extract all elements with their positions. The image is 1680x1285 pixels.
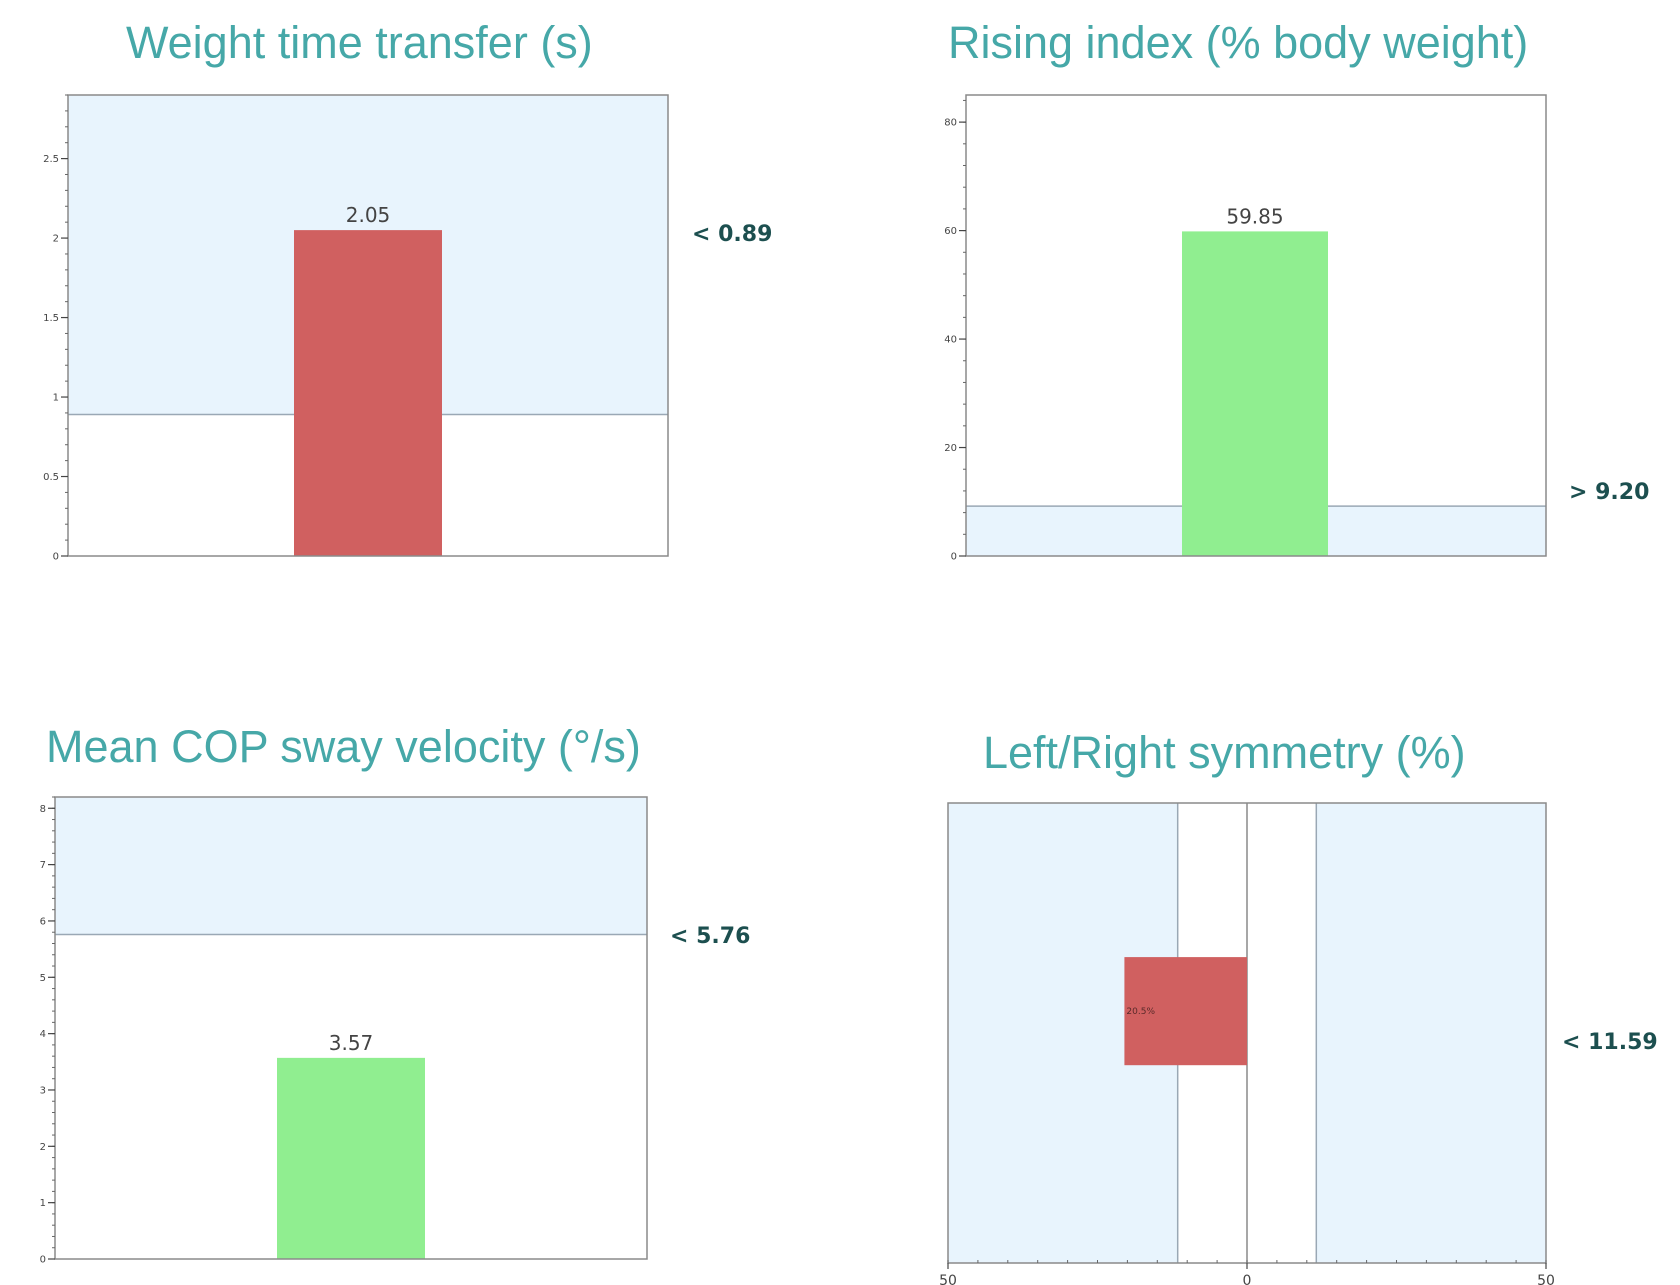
chart-1-y-tick-label: 1.5	[43, 313, 59, 324]
chart-1-y-tick-label: 0	[53, 552, 59, 563]
chart-3-y-tick-label: 5	[40, 973, 46, 984]
chart-2-value-label: 59.85	[1226, 204, 1283, 228]
chart-4-x-tick-label: 50	[939, 1273, 957, 1285]
chart-4-band-right	[1316, 803, 1546, 1263]
chart-3-y-tick-label: 7	[40, 860, 46, 871]
chart-2-frame	[965, 94, 1547, 557]
chart-3-y-tick-label: 6	[40, 916, 46, 927]
chart-3-y-tick-label: 0	[40, 1255, 46, 1266]
chart-3-bar	[277, 1057, 425, 1259]
chart-4-x-tick-label: 0	[1243, 1273, 1252, 1285]
chart-1-y-tick-label: 0.5	[43, 472, 59, 483]
chart-4-bar	[1124, 957, 1247, 1066]
chart-1-title: Weight time transfer (s)	[126, 17, 593, 68]
chart-1-threshold-label: < 0.89	[692, 222, 773, 247]
chart-1-y-tick-label: 2	[53, 234, 59, 245]
chart-3-y-tick-label: 8	[40, 804, 46, 815]
chart-3-plot: 3.57 0 1 2 3 4 5 6 7 8	[40, 796, 648, 1266]
chart-2-y-tick-label: 80	[944, 118, 957, 129]
chart-1-y-tick-label: 1	[53, 393, 59, 404]
chart-3-value-label: 3.57	[329, 1031, 374, 1055]
chart-3-normal-band	[55, 797, 647, 935]
chart-4-value-label: 20.5%	[1126, 1007, 1155, 1017]
chart-2-y-tick-label: 0	[951, 552, 957, 563]
chart-2-y-tick-label: 40	[944, 335, 957, 346]
chart-1-plot: 2.05 0 0.5 1 1.5 2 2.5	[43, 94, 669, 563]
chart-2-bar	[1182, 231, 1328, 556]
chart-3-y-tick-label: 2	[40, 1142, 46, 1153]
chart-2-plot: 59.85 0 20 40 60 80	[944, 94, 1547, 563]
chart-4-threshold-label: < 11.59	[1562, 1030, 1658, 1055]
chart-4-x-tick-label: 50	[1537, 1273, 1555, 1285]
chart-1-y-tick-label: 2.5	[43, 154, 59, 165]
chart-3-title: Mean COP sway velocity (°/s)	[46, 721, 641, 772]
chart-2-title: Rising index (% body weight)	[948, 17, 1529, 68]
chart-3-y-tick-label: 3	[40, 1085, 46, 1096]
chart-3-threshold-label: < 5.76	[670, 924, 751, 949]
chart-3-frame	[54, 796, 648, 1260]
chart-2-y-tick-label: 60	[944, 226, 957, 237]
chart-2-y-tick-label: 20	[944, 443, 957, 454]
chart-1-bar	[294, 230, 442, 556]
chart-2-threshold-label: > 9.20	[1569, 480, 1650, 505]
chart-4-title: Left/Right symmetry (%)	[983, 727, 1466, 778]
chart-4-plot: 20.5% 50 0 50	[939, 802, 1555, 1285]
chart-1-frame	[67, 94, 669, 557]
chart-3-y-tick-label: 4	[40, 1029, 46, 1040]
chart-1-value-label: 2.05	[346, 203, 391, 227]
chart-3-y-tick-label: 1	[40, 1198, 46, 1209]
